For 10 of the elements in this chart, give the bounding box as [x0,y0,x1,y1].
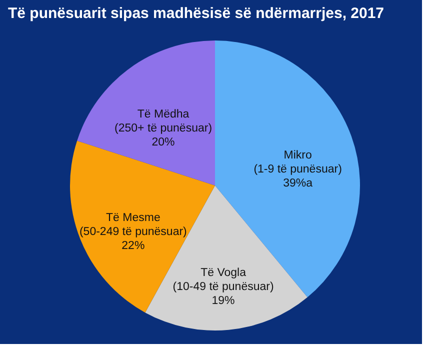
slice-label: Të Vogla (10-49 të punësuar) [172,267,274,294]
data-label: 22% [122,240,145,252]
slice-label: Të Mesme (50-249 të punësuar) [79,212,188,238]
pie-slice [77,40,215,186]
data-label: 20% [152,136,175,148]
data-label: 39%a [283,178,314,190]
data-label: 19% [212,295,235,308]
slice-label: Të Mëdha (250+ të punësuar) [114,108,212,134]
slice-label: Mikro (1-9 të punësuar) [254,150,342,176]
chart-title: Të punësuarit sipas madhësisë së ndërmarrjes, 2017 [8,5,384,22]
